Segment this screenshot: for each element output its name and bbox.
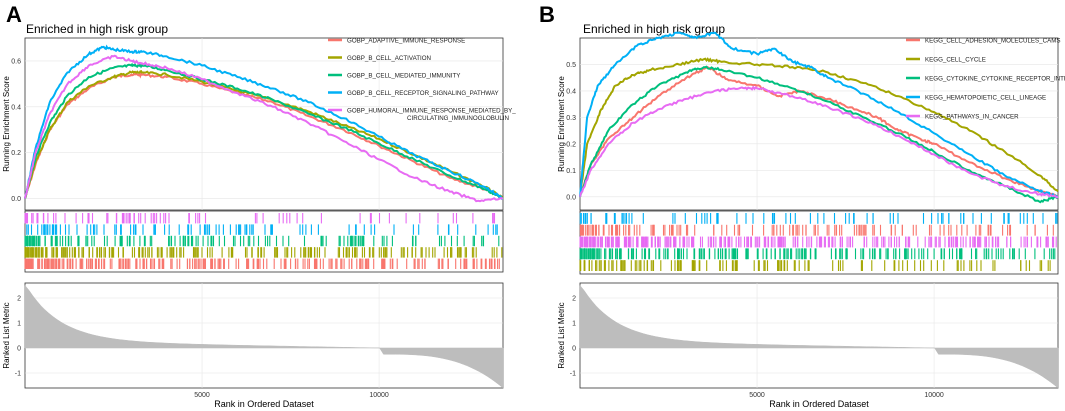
x-tick-label: 5000 [749, 392, 765, 399]
legend-label: GOBP_B_CELL_MEDIATED_IMMUNITY [347, 73, 460, 80]
es-y-tick-label: 0.5 [566, 62, 576, 69]
legend-label: GOBP_HUMORAL_IMMUNE_RESPONSE_MEDIATED_BY… [347, 108, 516, 115]
legend-label: KEGG_CELL_ADHESION_MOLECULES_CAMS [925, 38, 1061, 45]
x-tick-label: 5000 [194, 392, 210, 399]
panel-letter: B [539, 2, 555, 27]
es-y-tick-label: 0.2 [566, 141, 576, 148]
legend-label: GOBP_B_CELL_RECEPTOR_SIGNALING_PATHWAY [347, 90, 499, 97]
es-y-axis-title: Running Enrichment Score [557, 76, 566, 172]
es-y-tick-label: 0.2 [11, 150, 21, 157]
x-tick-label: 10000 [924, 392, 944, 399]
legend-label: KEGG_CYTOKINE_CYTOKINE_RECEPTOR_INTERACT… [925, 76, 1065, 83]
metric-y-tick-label: 0 [17, 346, 21, 353]
metric-y-tick-label: 2 [17, 296, 21, 303]
metric-y-tick-label: 1 [17, 321, 21, 328]
es-y-tick-label: 0.3 [566, 115, 576, 122]
chart-title: Enriched in high risk group [583, 22, 725, 36]
es-y-tick-label: 0.0 [11, 196, 21, 203]
es-line-2 [579, 57, 1059, 197]
metric-y-tick-label: -1 [570, 371, 576, 378]
es-line-5 [24, 54, 504, 203]
es-plot-frame [24, 37, 504, 211]
es-plot-frame [579, 37, 1059, 211]
metric-y-tick-label: -1 [15, 371, 21, 378]
es-line-4 [579, 31, 1059, 198]
chart-title: Enriched in high risk group [26, 22, 168, 36]
legend-label: KEGG_HEMATOPOIETIC_CELL_LINEAGE [925, 95, 1046, 102]
metric-y-tick-label: 1 [572, 321, 576, 328]
x-axis-title: Rank in Ordered Dataset [769, 399, 869, 409]
legend-label: KEGG_CELL_CYCLE [925, 57, 986, 64]
legend: KEGG_CELL_ADHESION_MOLECULES_CAMS KEGG_CE… [906, 38, 1065, 121]
ranked-metric-area [24, 284, 504, 389]
es-y-tick-label: 0.6 [11, 58, 21, 65]
panel-b: B Enriched in high risk group 0.0 0.1 0.2 0.3… [539, 2, 1065, 409]
x-tick-label: 10000 [369, 392, 389, 399]
x-axis-title: Rank in Ordered Dataset [214, 399, 314, 409]
es-line-1 [24, 71, 504, 200]
ranked-metric-area [579, 284, 1059, 389]
metric-y-tick-label: 2 [572, 296, 576, 303]
panel-a: A Enriched in high risk group 0.0 0.2 0.4 0.6… [2, 2, 516, 409]
legend-label-line2: CIRCULATING_IMMUNOGLOBULIN [407, 115, 509, 122]
panel-letter: A [6, 2, 22, 27]
es-y-tick-label: 0.1 [566, 168, 576, 175]
es-y-tick-label: 0.4 [566, 88, 576, 95]
legend: GOBP_ADAPTIVE_IMMUNE_RESPONSE GOBP_B_CELL… [328, 38, 516, 122]
legend-label: GOBP_B_CELL_ACTIVATION [347, 55, 431, 62]
es-y-axis-title: Running Enrichment Score [2, 76, 11, 172]
metric-y-axis-title: Ranked List Metric [557, 302, 566, 368]
legend-label: KEGG_PATHWAYS_IN_CANCER [925, 114, 1019, 121]
es-line-5 [579, 85, 1059, 199]
es-y-tick-label: 0.4 [11, 104, 21, 111]
es-y-tick-label: 0.0 [566, 194, 576, 201]
es-line-3 [579, 65, 1059, 204]
es-line-4 [24, 44, 504, 200]
metric-y-tick-label: 0 [572, 346, 576, 353]
metric-y-axis-title: Ranked List Metric [2, 302, 11, 368]
legend-label: GOBP_ADAPTIVE_IMMUNE_RESPONSE [347, 38, 465, 45]
